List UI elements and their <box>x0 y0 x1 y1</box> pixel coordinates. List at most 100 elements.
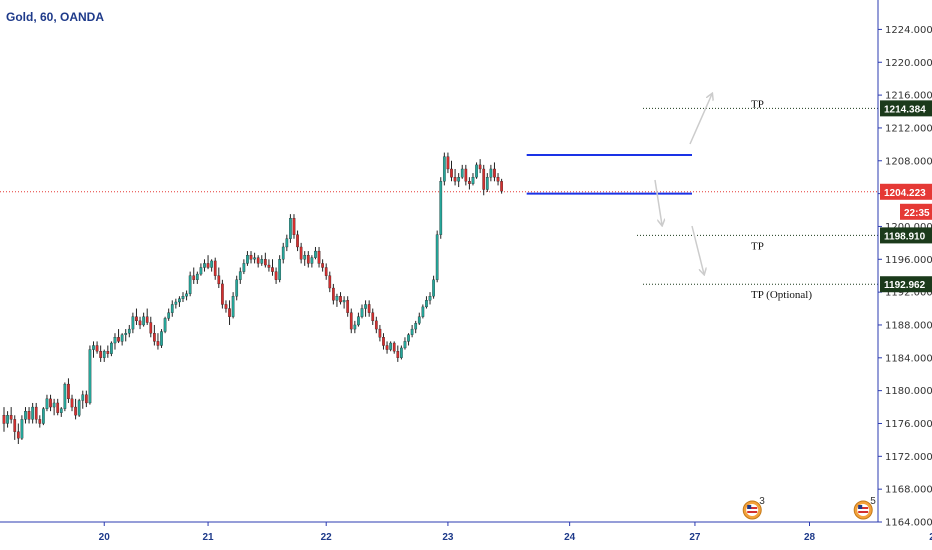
candle-up <box>432 279 435 297</box>
candle-down <box>70 398 74 408</box>
candle-up <box>81 394 85 401</box>
candle-down <box>374 320 378 330</box>
candle-up <box>414 323 418 330</box>
candle-down <box>378 328 382 338</box>
candle-up <box>52 402 56 408</box>
candle-up <box>242 263 246 272</box>
projection-arrow <box>689 94 712 145</box>
time-axis[interactable]: 20212223242728293 <box>0 521 932 543</box>
candle-down <box>332 287 335 301</box>
candle-down <box>385 345 389 350</box>
y-tick-label: 1196.000 <box>885 255 932 266</box>
y-tick-label: 1212.000 <box>885 123 932 134</box>
candle-up <box>400 347 403 358</box>
price-axis[interactable]: 1164.000 1168.000 1172.000 1176.000 1180.000… <box>877 0 932 550</box>
candle-up <box>353 324 357 330</box>
candle-down <box>496 177 500 182</box>
candle-up <box>289 218 292 239</box>
economic-event-flag[interactable]: 3 <box>742 496 765 520</box>
candle-up <box>170 304 174 313</box>
us-flag-canton <box>747 505 752 509</box>
chart-title: Gold, 60, OANDA <box>6 10 105 24</box>
economic-event-flag[interactable]: 5 1 <box>853 496 885 520</box>
x-tick-label: 24 <box>564 532 576 543</box>
candle-down <box>74 406 77 416</box>
candle-down <box>84 394 88 404</box>
candle-down <box>38 419 42 424</box>
candle-down <box>145 316 149 323</box>
projection-arrow <box>691 225 704 274</box>
candle-up <box>314 250 317 258</box>
us-flag-stripe <box>858 511 869 513</box>
candle-up <box>63 383 67 409</box>
candle-down <box>217 275 221 285</box>
x-tick-label: 27 <box>689 532 701 543</box>
y-tick-label: 1188.000 <box>885 320 932 331</box>
candle-down <box>349 312 353 330</box>
y-tick-label: 1208.000 <box>885 156 932 167</box>
candle-up <box>163 318 167 332</box>
candle-down <box>339 296 342 303</box>
candle-up <box>238 271 242 280</box>
candle-down <box>464 168 468 182</box>
candle-up <box>120 334 124 342</box>
event-label: 3 <box>759 496 765 507</box>
candle-up <box>407 334 410 342</box>
candle-up <box>475 164 478 178</box>
x-tick-label: 21 <box>202 532 214 543</box>
candle-up <box>357 316 360 326</box>
candle-down <box>206 263 210 268</box>
candle-down <box>296 234 299 248</box>
candle-up <box>253 257 256 260</box>
candle-down <box>321 263 324 268</box>
candle-up <box>6 415 9 424</box>
x-tick-label: 23 <box>442 532 454 543</box>
candle-up <box>102 351 106 358</box>
candles-layer <box>2 152 503 445</box>
candle-up <box>310 257 314 264</box>
candle-up <box>281 246 285 260</box>
tp-label: TP <box>751 240 764 252</box>
candle-down <box>446 156 450 170</box>
candle-down <box>482 168 486 190</box>
candle-down <box>263 259 267 266</box>
candle-up <box>425 300 428 308</box>
candle-down <box>67 383 70 400</box>
price-label-box <box>880 100 932 117</box>
candle-down <box>27 411 31 420</box>
candle-down <box>135 316 138 322</box>
candle-up <box>428 296 432 301</box>
candle-up <box>410 328 414 335</box>
candle-down <box>392 342 396 352</box>
candle-up <box>246 255 249 264</box>
tp-label: TP (Optional) <box>751 289 812 301</box>
price-label-text: 1214.384 <box>884 104 926 115</box>
y-tick-label: 1192.000 <box>885 288 932 299</box>
countdown-box <box>900 203 932 220</box>
candle-up <box>439 181 443 235</box>
price-axis-bg <box>878 0 932 550</box>
candle-up <box>360 308 364 317</box>
candle-down <box>267 264 271 268</box>
candle-up <box>389 342 392 350</box>
candle-up <box>203 263 206 268</box>
y-tick-label: 1216.000 <box>885 91 932 102</box>
y-tick-label: 1184.000 <box>885 353 932 364</box>
candle-down <box>99 351 103 358</box>
y-tick-label: 1164.000 <box>885 518 932 529</box>
x-tick-label: 20 <box>99 532 111 543</box>
tp-label: TP <box>751 98 764 110</box>
candle-down <box>95 345 99 352</box>
candle-up <box>489 168 493 178</box>
candle-up <box>45 398 49 409</box>
price-label-text: 1204.223 <box>884 188 926 199</box>
candle-down <box>138 320 142 326</box>
candle-down <box>324 267 328 276</box>
candle-up <box>278 259 282 280</box>
candle-up <box>92 345 95 350</box>
candle-up <box>335 296 339 301</box>
us-flag-stripe <box>747 511 758 513</box>
candle-down <box>292 218 296 235</box>
candle-down <box>153 333 156 342</box>
